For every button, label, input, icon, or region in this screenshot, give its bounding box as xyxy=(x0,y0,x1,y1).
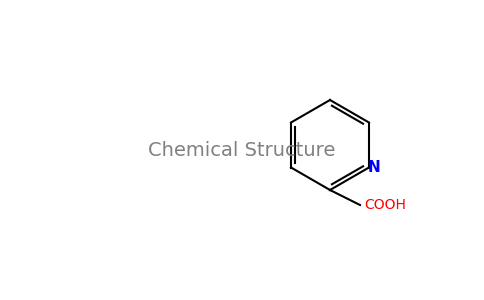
Text: N: N xyxy=(367,160,380,175)
Text: COOH: COOH xyxy=(364,198,406,212)
Text: Chemical Structure: Chemical Structure xyxy=(148,140,336,160)
